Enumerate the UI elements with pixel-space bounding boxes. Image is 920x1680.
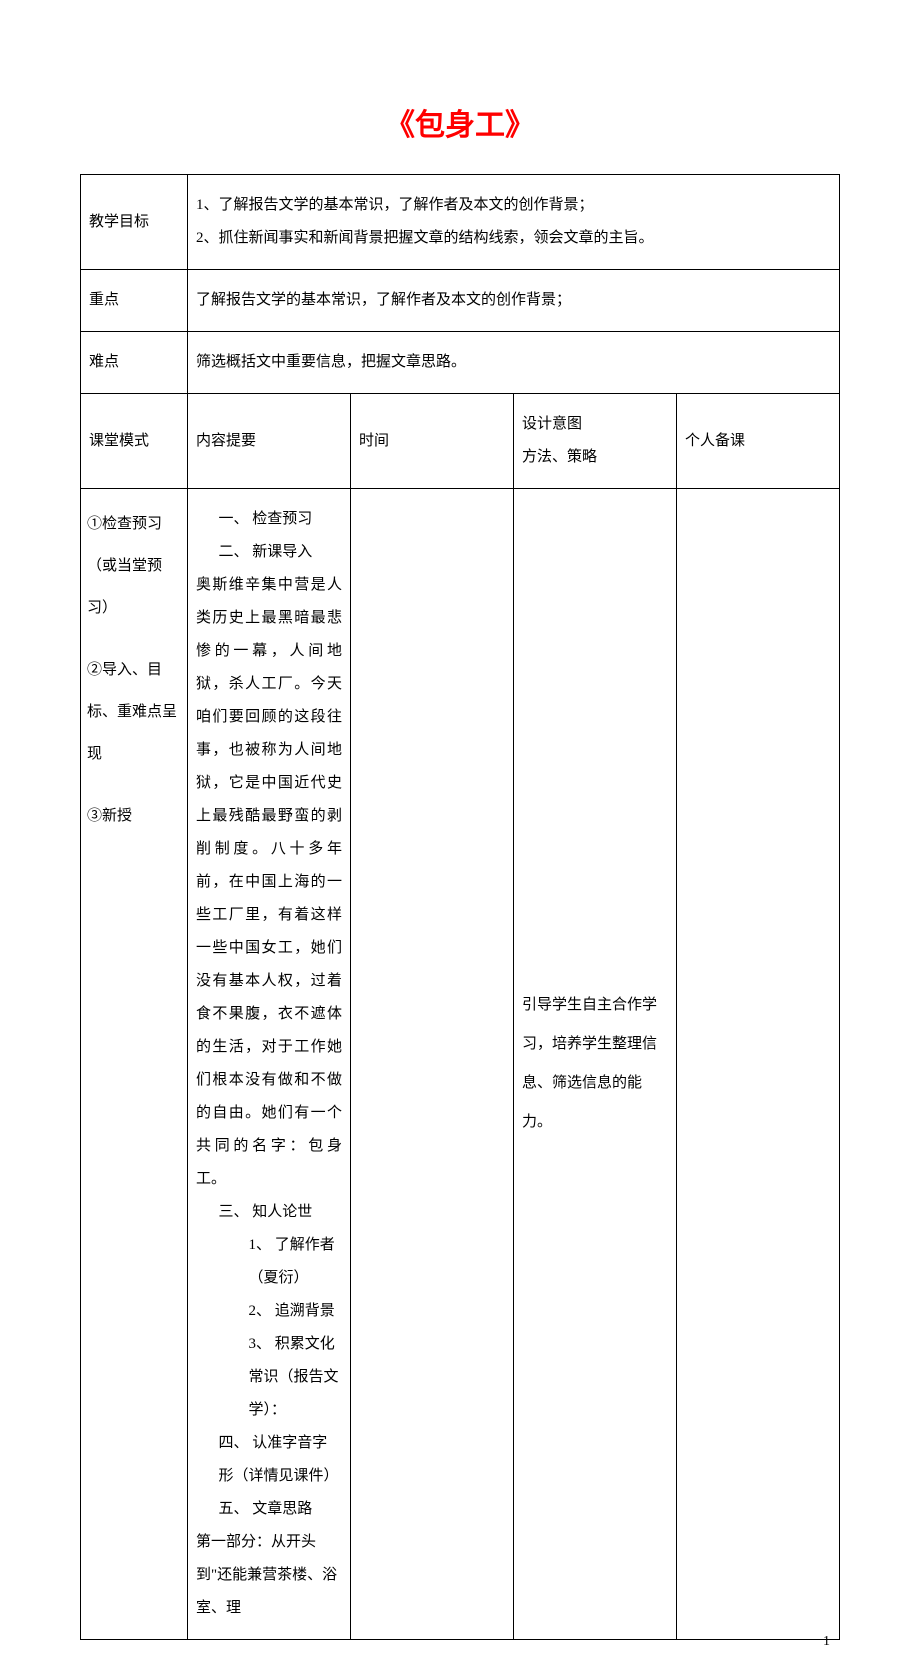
document-page: 《包身工》 教学目标 1、了解报告文学的基本常识，了解作者及本文的创作背景； 2… <box>0 0 920 1680</box>
cell-key-point-content: 了解报告文学的基本常识，了解作者及本文的创作背景； <box>188 270 840 332</box>
cell-personal-prep <box>677 489 840 1640</box>
teaching-goal-line-2: 2、抓住新闻事实和新闻背景把握文章的结构线索，领会文章的主旨。 <box>196 222 831 255</box>
spacer <box>87 775 179 795</box>
teaching-goal-line-1: 1、了解报告文学的基本常识，了解作者及本文的创作背景； <box>196 189 831 222</box>
spacer <box>87 629 179 649</box>
header-design-intent-line1: 设计意图 <box>522 408 668 441</box>
page-number: 1 <box>823 1634 830 1650</box>
header-personal-prep: 个人备课 <box>677 394 840 489</box>
content-section-1: 一、 检查预习 <box>196 503 342 536</box>
label-key-point: 重点 <box>81 270 188 332</box>
header-design-intent-line2: 方法、策略 <box>522 441 668 474</box>
row-main-content: ①检查预习（或当堂预习） ②导入、目标、重难点呈现 ③新授 一、 检查预习 二、… <box>81 489 840 1640</box>
content-section-4: 四、 认准字音字形（详情见课件） <box>196 1427 342 1493</box>
cell-time <box>351 489 514 1640</box>
content-section-3-3: 3、 积累文化常识（报告文学）： <box>196 1328 342 1427</box>
cell-content-summary: 一、 检查预习 二、 新课导入 奥斯维辛集中营是人类历史上最黑暗最悲惨的一幕，人… <box>188 489 351 1640</box>
label-difficult-point: 难点 <box>81 332 188 394</box>
class-mode-item-2: ②导入、目标、重难点呈现 <box>87 649 179 775</box>
cell-difficult-point-content: 筛选概括文中重要信息，把握文章思路。 <box>188 332 840 394</box>
content-paragraph-2: 第一部分：从开头到"还能兼营茶楼、浴室、理 <box>196 1526 342 1625</box>
row-teaching-goal: 教学目标 1、了解报告文学的基本常识，了解作者及本文的创作背景； 2、抓住新闻事… <box>81 175 840 270</box>
lesson-plan-table: 教学目标 1、了解报告文学的基本常识，了解作者及本文的创作背景； 2、抓住新闻事… <box>80 174 840 1640</box>
document-title: 《包身工》 <box>80 100 840 144</box>
class-mode-item-3: ③新授 <box>87 795 179 837</box>
row-section-header: 课堂模式 内容提要 时间 设计意图 方法、策略 个人备课 <box>81 394 840 489</box>
cell-teaching-goal-content: 1、了解报告文学的基本常识，了解作者及本文的创作背景； 2、抓住新闻事实和新闻背… <box>188 175 840 270</box>
content-section-5: 五、 文章思路 <box>196 1493 342 1526</box>
header-design-intent: 设计意图 方法、策略 <box>514 394 677 489</box>
label-class-mode: 课堂模式 <box>81 394 188 489</box>
content-section-3: 三、 知人论世 <box>196 1196 342 1229</box>
content-section-3-2: 2、 追溯背景 <box>196 1295 342 1328</box>
header-time: 时间 <box>351 394 514 489</box>
row-key-point: 重点 了解报告文学的基本常识，了解作者及本文的创作背景； <box>81 270 840 332</box>
class-mode-item-1: ①检查预习（或当堂预习） <box>87 503 179 629</box>
cell-design-intent: 引导学生自主合作学习，培养学生整理信息、筛选信息的能力。 <box>514 489 677 1640</box>
content-paragraph-1: 奥斯维辛集中营是人类历史上最黑暗最悲惨的一幕，人间地狱，杀人工厂。今天咱们要回顾… <box>196 569 342 1196</box>
content-section-3-1: 1、 了解作者（夏衍） <box>196 1229 342 1295</box>
label-teaching-goal: 教学目标 <box>81 175 188 270</box>
header-content-summary: 内容提要 <box>188 394 351 489</box>
cell-class-mode-items: ①检查预习（或当堂预习） ②导入、目标、重难点呈现 ③新授 <box>81 489 188 1640</box>
content-section-2: 二、 新课导入 <box>196 536 342 569</box>
row-difficult-point: 难点 筛选概括文中重要信息，把握文章思路。 <box>81 332 840 394</box>
